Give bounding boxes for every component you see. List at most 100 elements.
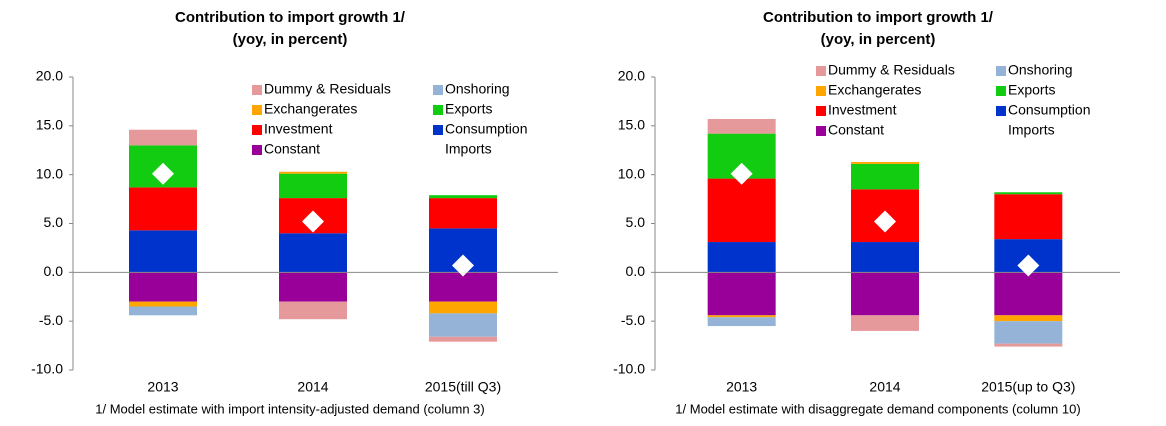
legend-label: Imports [445,141,492,157]
bar-segment [429,198,497,229]
y-tick-label: 0.0 [626,263,646,279]
legend-swatch [816,106,826,116]
y-tick-label: -5.0 [621,312,645,328]
y-tick-label: 20.0 [36,68,63,84]
x-tick-label: 2015(up to Q3) [981,379,1075,395]
x-tick-label: 2014 [297,379,328,395]
y-tick-label: 10.0 [36,165,63,181]
bar-segment [279,171,347,174]
bar-segment [129,306,197,316]
x-tick-label: 2014 [869,379,900,395]
bar-segment [707,317,776,327]
footnote: 1/ Model estimate with disaggregate dema… [675,401,1080,416]
legend-swatch [433,125,443,135]
bar-segment [129,301,197,307]
legend-label: Constant [264,141,320,157]
legend-swatch [816,86,826,96]
legend-swatch [996,126,1006,136]
bar-segment [851,163,919,190]
bar-segment [129,187,197,231]
legend-swatch [433,105,443,115]
y-tick-label: 5.0 [626,214,646,230]
y-tick-label: 15.0 [618,117,645,133]
bar-segment [707,315,776,318]
chart: Contribution to import growth 1/ (yoy, in… [613,9,1120,416]
chart-subtitle: (yoy, in percent) [233,31,348,48]
diamond-marker [730,162,753,185]
legend-label: Dummy & Residuals [264,81,391,97]
legend-swatch [252,85,262,95]
legend-label: Onshoring [445,81,510,97]
y-tick-label: 10.0 [618,165,645,181]
legend-swatch [996,106,1006,116]
legend-label: Investment [828,102,897,118]
bar-segment [279,301,347,320]
legend-swatch [252,105,262,115]
bar-segment [707,178,776,243]
legend-swatch [996,86,1006,96]
bar-segment [994,272,1063,316]
bar-segment [429,195,497,199]
bar-segment [429,301,497,314]
bar-segment [994,194,1063,240]
bar-segment [707,242,776,273]
chart: Contribution to import growth 1/ (yoy, in… [31,9,558,416]
diamond-marker [452,254,474,277]
legend-swatch [252,145,262,155]
diamond-marker [1017,254,1040,277]
diamond-marker [152,162,174,185]
bar-segment [851,272,919,316]
legend-label: Dummy & Residuals [828,62,955,78]
legend-label: Exports [1008,82,1055,98]
y-tick-label: -10.0 [31,361,63,377]
y-tick-label: -5.0 [39,312,63,328]
legend-swatch [996,66,1006,76]
bar-segment [994,192,1063,195]
y-tick-label: 0.0 [44,263,64,279]
legend-label: Consumption [445,121,528,137]
diamond-marker [874,210,896,233]
legend-label: Imports [1008,122,1055,138]
bar-segment [851,161,919,164]
y-tick-label: 5.0 [44,214,64,230]
bar-segment [279,173,347,199]
legend-swatch [433,145,443,155]
bar-segment [129,129,197,146]
x-tick-label: 2013 [147,379,178,395]
y-tick-label: 20.0 [618,68,645,84]
footnote: 1/ Model estimate with import intensity-… [95,401,484,416]
legend-label: Onshoring [1008,62,1073,78]
bar-segment [994,321,1063,344]
legend-label: Exchangerates [828,82,921,98]
chart-title: Contribution to import growth 1/ [175,9,406,26]
x-tick-label: 2015(till Q3) [425,379,501,395]
chart-title: Contribution to import growth 1/ [763,9,994,26]
y-tick-label: -10.0 [613,361,645,377]
legend-label: Investment [264,121,333,137]
bar-segment [707,272,776,316]
legend-swatch [252,125,262,135]
bar-segment [994,343,1063,347]
legend-label: Constant [828,122,884,138]
bar-segment [429,272,497,302]
legend-swatch [816,126,826,136]
legend-swatch [433,85,443,95]
bar-segment [851,315,919,331]
diamond-marker [302,210,324,233]
legend-label: Exports [445,101,492,117]
bar-segment [707,118,776,134]
x-tick-label: 2013 [726,379,757,395]
bar-segment [279,272,347,302]
bar-segment [279,233,347,273]
bar-segment [429,313,497,337]
y-tick-label: 15.0 [36,117,63,133]
bar-segment [129,230,197,273]
legend-swatch [816,66,826,76]
legend-label: Consumption [1008,102,1091,118]
bar-segment [994,315,1063,322]
bar-segment [429,336,497,342]
bar-segment [851,242,919,273]
chart-subtitle: (yoy, in percent) [821,31,936,48]
bar-segment [129,272,197,302]
